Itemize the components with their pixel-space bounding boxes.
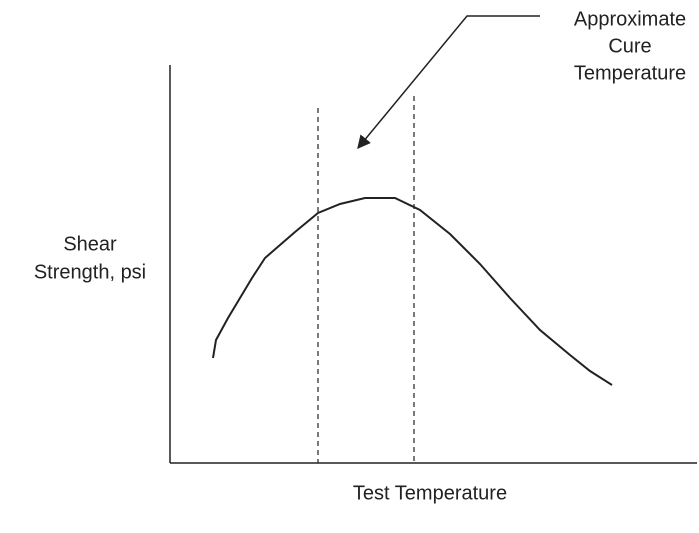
annotation: Cure [608, 35, 651, 57]
x-axis-label: Test Temperature [353, 482, 507, 504]
leader-arrow [357, 15, 540, 150]
y-axis-label: Shear [63, 233, 117, 255]
y-axis-label: Strength, psi [34, 261, 146, 283]
annotation: Approximate [574, 8, 686, 30]
curve [212, 197, 613, 386]
annotation: Temperature [574, 62, 686, 84]
